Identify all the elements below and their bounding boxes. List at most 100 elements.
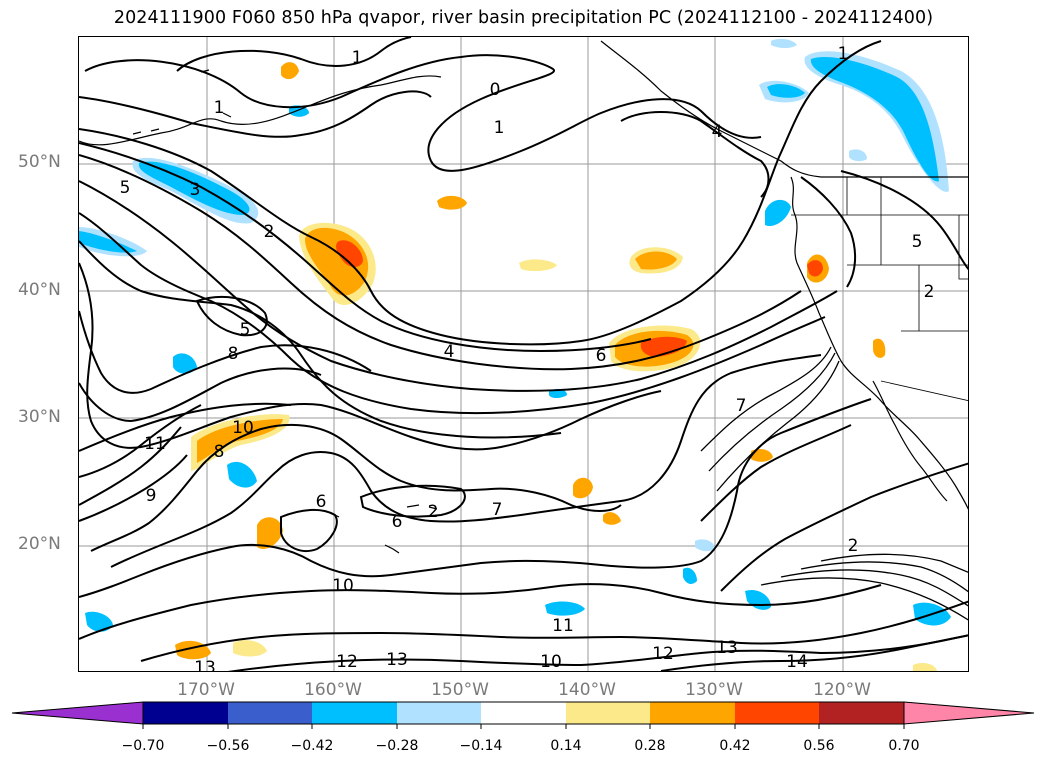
- precip-blob: [281, 62, 299, 80]
- precip-blob: [227, 461, 257, 488]
- contour-label: 2: [264, 222, 275, 242]
- contour-label: 1: [494, 118, 505, 138]
- contour-label: 14: [786, 652, 808, 672]
- colorbar-tick-label: 0.42: [719, 738, 751, 754]
- map-panel: 0 1 1 1 1 2 2 2 2 3 4 4 5 5 5 6 6 6 7 7 …: [78, 36, 969, 672]
- contour-line: [195, 296, 268, 337]
- contour-label: 8: [214, 442, 225, 462]
- contour-label: 2: [428, 502, 439, 522]
- contour-line: [720, 462, 968, 592]
- precip-blob: [519, 259, 557, 272]
- precip-blob: [751, 449, 773, 462]
- contour-label: 1: [838, 44, 849, 64]
- colorbar-tick-label: −0.14: [459, 738, 503, 754]
- colorbar-tick-label: −0.56: [206, 738, 250, 754]
- contour-line: [780, 569, 968, 607]
- contour-line: [840, 170, 968, 271]
- contour-line: [660, 634, 968, 671]
- contour-label: 4: [712, 122, 723, 142]
- contour-label: 1: [352, 48, 363, 68]
- contour-label: 8: [228, 344, 239, 364]
- contour-line: [79, 367, 322, 423]
- contour-line: [176, 37, 412, 72]
- lat-label-20n: 20°N: [18, 534, 61, 554]
- contour-label: 11: [144, 434, 166, 454]
- precip-blob: [85, 611, 113, 632]
- colorbar-tick-label: 0.14: [550, 738, 582, 754]
- contour-line: [700, 346, 832, 452]
- state-borders: [791, 177, 968, 401]
- precip-blob: [807, 260, 823, 277]
- precip-blob: [810, 57, 939, 182]
- colorbar-tick-label: −0.28: [375, 738, 419, 754]
- contour-line: [79, 154, 802, 371]
- contour-line: [79, 454, 188, 522]
- coast-alaska: [79, 40, 968, 178]
- lat-label-50n: 50°N: [18, 152, 61, 172]
- colorbar: [11, 701, 1035, 729]
- contour-line: [227, 634, 968, 671]
- contour-label: 11: [552, 616, 574, 636]
- contour-label: 7: [736, 396, 747, 416]
- lon-label-120w: 120°W: [813, 680, 871, 700]
- contour-label: 13: [194, 658, 216, 672]
- lon-label-150w: 150°W: [431, 680, 489, 700]
- precip-blob: [849, 149, 867, 162]
- colorbar-tick-label: 0.28: [634, 738, 666, 754]
- contour-label: 4: [444, 342, 455, 362]
- colorbar-extend-low: [11, 701, 144, 725]
- contour-line: [280, 509, 338, 552]
- precip-blob: [138, 161, 250, 215]
- contour-label-group: 0 1 1 1 1 2 2 2 2 3 4 4 5 5 5 6 6 6 7 7 …: [120, 44, 935, 672]
- colorbar-tick-label: −0.42: [290, 738, 334, 754]
- colorbar-bin: [735, 702, 819, 724]
- contour-label: 0: [490, 80, 501, 100]
- colorbar-bin: [481, 702, 566, 724]
- colorbar-bin: [143, 702, 228, 724]
- contour-label: 6: [596, 346, 607, 366]
- map-svg: 0 1 1 1 1 2 2 2 2 3 4 4 5 5 5 6 6 6 7 7 …: [79, 37, 968, 672]
- colorbar-bin: [819, 702, 904, 724]
- precip-blob: [913, 663, 937, 671]
- contour-line: [79, 402, 292, 452]
- colorbar-tick-label: 0.70: [888, 738, 920, 754]
- contour-line: [430, 98, 762, 172]
- contour-label: 5: [120, 178, 131, 198]
- colorbar-tick-label: −0.70: [121, 738, 165, 754]
- contour-label: 6: [392, 512, 403, 532]
- contour-line: [79, 180, 838, 392]
- precip-blob: [767, 84, 805, 98]
- contour-label: 3: [190, 180, 201, 200]
- contour-line: [760, 577, 968, 621]
- colorbar-bin: [397, 702, 481, 724]
- contour-label: 13: [716, 638, 738, 658]
- contour-label: 10: [540, 652, 562, 672]
- contour-line: [79, 310, 372, 394]
- map-title: 2024111900 F060 850 hPa qvapor, river ba…: [113, 8, 934, 28]
- precip-blob: [336, 240, 363, 267]
- contour-line: [79, 90, 432, 138]
- lon-label-170w: 170°W: [177, 680, 235, 700]
- hawaii: [330, 504, 438, 554]
- islands: [132, 69, 232, 135]
- precip-blob: [745, 589, 771, 610]
- precip-blob: [873, 338, 886, 358]
- colorbar-extend-high: [903, 701, 1035, 725]
- contour-line: [800, 561, 968, 593]
- colorbar-bin: [228, 702, 312, 724]
- contour-label: 13: [386, 650, 408, 670]
- precip-blob: [804, 51, 949, 192]
- contour-label: 1: [214, 98, 225, 118]
- precip-blob: [257, 517, 283, 550]
- colorbar-bin: [650, 702, 735, 724]
- contour-line: [79, 404, 202, 478]
- precip-blob: [640, 336, 687, 357]
- contour-label: 5: [912, 232, 923, 252]
- contour-line: [79, 398, 872, 598]
- precip-blob: [545, 601, 585, 616]
- lat-label-30n: 30°N: [18, 407, 61, 427]
- colorbar-tick-label: 0.56: [803, 738, 835, 754]
- contour-label: 7: [492, 500, 503, 520]
- contour-line: [79, 240, 562, 439]
- contour-line: [79, 142, 652, 353]
